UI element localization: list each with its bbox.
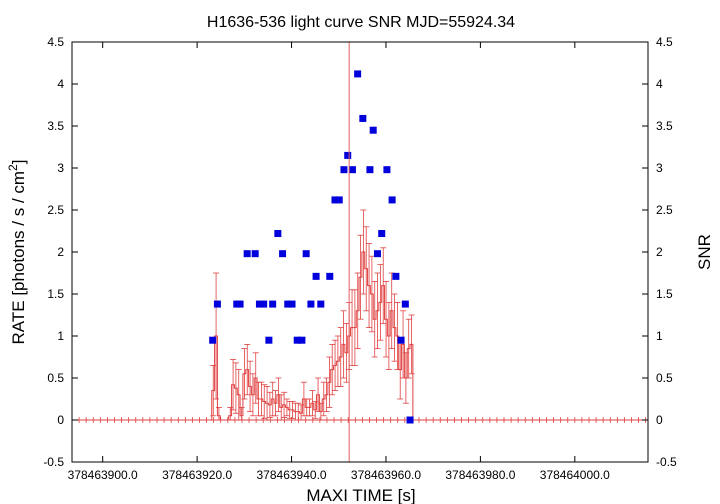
x-tick-label: 378463920.0 [162, 468, 232, 482]
y2-tick-label: 2.5 [656, 203, 673, 217]
y-axis-label-left-close: ] [9, 160, 28, 165]
x-axis: 378463900.0 378463920.0 378463940.0 3784639… [68, 42, 610, 482]
snr-point [383, 166, 391, 174]
snr-point [401, 300, 409, 308]
y2-tick-label: 4.5 [656, 35, 673, 49]
y2-tick-label: 3.5 [656, 119, 673, 133]
snr-point [344, 151, 352, 159]
snr-point [369, 126, 377, 134]
y-axis-left: -0.5 0 0.5 1 1.5 2 2.5 3 3.5 4 4.5 [43, 35, 78, 469]
snr-point [288, 300, 296, 308]
rate-series [71, 209, 648, 423]
snr-point [293, 336, 301, 344]
snr-point [331, 196, 339, 204]
snr-point [366, 166, 374, 174]
y-tick-label: 0.5 [47, 371, 64, 385]
snr-point [209, 336, 217, 344]
snr-point [251, 250, 259, 258]
snr-point [359, 114, 367, 122]
snr-point [312, 272, 320, 280]
y-tick-label: 4.5 [47, 35, 64, 49]
snr-point [378, 230, 386, 238]
y-tick-label: 1 [57, 329, 64, 343]
y-tick-label: 2.5 [47, 203, 64, 217]
snr-point [326, 272, 334, 280]
snr-point [255, 300, 263, 308]
snr-point [284, 300, 292, 308]
y-tick-label: 4 [57, 77, 64, 91]
y2-tick-label: 1 [656, 329, 663, 343]
y-axis-label-left-main: RATE [photons / s / cm [9, 171, 28, 345]
snr-point [354, 70, 362, 78]
snr-point [298, 336, 306, 344]
y2-tick-label: 2 [656, 245, 663, 259]
snr-point [236, 300, 244, 308]
snr-point [302, 250, 310, 258]
y-tick-label: 1.5 [47, 287, 64, 301]
snr-point [317, 300, 325, 308]
x-tick-label: 378464000.0 [540, 468, 610, 482]
snr-point [406, 416, 414, 424]
snr-point [348, 166, 356, 174]
snr-point [373, 250, 381, 258]
chart-title: H1636-536 light curve SNR MJD=55924.34 [207, 14, 515, 31]
snr-point [397, 336, 405, 344]
y2-tick-label: 4 [656, 77, 663, 91]
snr-point [213, 300, 221, 308]
y-axis-label-left-sup: 2 [6, 164, 20, 171]
y2-tick-label: -0.5 [656, 455, 677, 469]
y-tick-label: 2 [57, 245, 64, 259]
snr-point [274, 230, 282, 238]
y2-tick-label: 1.5 [656, 287, 673, 301]
x-tick-label: 378463900.0 [68, 468, 138, 482]
snr-point [340, 166, 348, 174]
snr-point [265, 336, 273, 344]
snr-point [243, 250, 251, 258]
snr-point [260, 300, 268, 308]
snr-series [209, 70, 414, 424]
x-tick-label: 378463940.0 [257, 468, 327, 482]
y-axis-label-left: RATE [photons / s / cm2] [6, 160, 28, 345]
y2-tick-label: 0 [656, 413, 663, 427]
y-tick-label: 3 [57, 161, 64, 175]
y2-tick-label: 0.5 [656, 371, 673, 385]
y-tick-label: 3.5 [47, 119, 64, 133]
snr-point [269, 300, 277, 308]
x-axis-label: MAXI TIME [s] [306, 486, 415, 504]
y-axis-right: -0.5 0 0.5 1 1.5 2 2.5 3 3.5 4 4.5 [642, 35, 677, 469]
snr-point [388, 196, 396, 204]
y-tick-label: -0.5 [43, 455, 64, 469]
snr-point [335, 196, 343, 204]
y-axis-label-right: SNR [695, 234, 714, 270]
snr-point [279, 250, 287, 258]
snr-point [307, 300, 315, 308]
y-tick-label: 0 [57, 413, 64, 427]
x-tick-label: 378463960.0 [351, 468, 421, 482]
y2-tick-label: 3 [656, 161, 663, 175]
x-tick-label: 378463980.0 [445, 468, 515, 482]
snr-point [392, 272, 400, 280]
